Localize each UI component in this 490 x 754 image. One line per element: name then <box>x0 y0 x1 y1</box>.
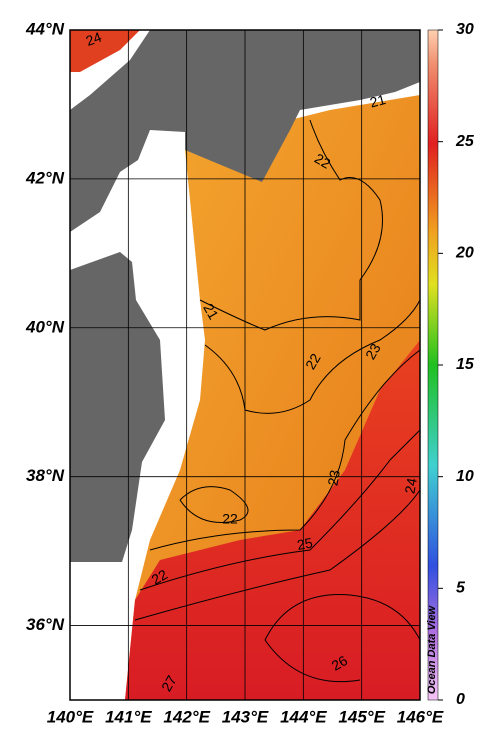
colorbar-tick-label: 10 <box>456 468 474 485</box>
map-frame <box>69 29 421 701</box>
lon-tick-label: 146°E <box>397 707 444 726</box>
colorbar-tick-label: 30 <box>456 21 474 38</box>
ocean-hot-north <box>70 30 140 72</box>
contour-label: 23 <box>362 340 384 362</box>
contour-label: 22 <box>149 566 171 588</box>
contour-label: 21 <box>200 301 222 323</box>
lon-tick-label: 144°E <box>280 707 327 726</box>
contour-line <box>139 429 421 591</box>
colorbar <box>427 29 439 701</box>
colorbar-tick-label: 15 <box>456 356 475 373</box>
lon-tick-label: 145°E <box>338 707 385 726</box>
colorbar-tick-label: 25 <box>455 133 475 150</box>
land-oshima <box>70 30 185 232</box>
lon-tick-label: 140°E <box>47 707 94 726</box>
contour-label: 26 <box>329 652 351 674</box>
contour-line <box>204 299 421 414</box>
contour-line <box>179 486 249 523</box>
ocean-hot <box>125 340 420 700</box>
credit: Ocean Data View <box>426 604 438 694</box>
lon-tick-label: 142°E <box>163 707 210 726</box>
lat-tick-label: 38°N <box>26 466 65 485</box>
lat-tick-label: 36°N <box>26 615 65 634</box>
lon-tick-label: 143°E <box>222 707 269 726</box>
labels: 140°E 141°E 142°E 143°E 144°E 145°E 146°E 44°N 4… <box>25 19 444 726</box>
contour-label: 21 <box>368 91 387 111</box>
contour-line <box>264 594 421 683</box>
lat-tick-label: 44°N <box>25 19 65 38</box>
contour-label: 27 <box>158 672 180 694</box>
contour-line <box>199 119 383 331</box>
contour-label: 23 <box>324 469 342 487</box>
contour-label: 22 <box>302 350 324 372</box>
colorbar-tick-label: 5 <box>456 580 466 597</box>
land-honshu <box>70 252 165 562</box>
contour-label: 24 <box>84 29 104 49</box>
lon-tick-label: 141°E <box>105 707 152 726</box>
contour-label: 22 <box>312 150 334 172</box>
land-hokkaido <box>185 30 420 182</box>
lat-tick-label: 42°N <box>25 168 65 187</box>
contour-label: 25 <box>296 534 314 552</box>
contour-label: 22 <box>222 511 238 527</box>
colorbar-tick-label: 0 <box>456 691 465 708</box>
contour-line <box>134 489 421 621</box>
contour-line <box>149 349 421 551</box>
contour-label: 24 <box>401 477 419 495</box>
colorbar-tick-label: 20 <box>455 245 474 262</box>
contours <box>134 119 421 683</box>
lat-tick-label: 40°N <box>25 317 65 336</box>
